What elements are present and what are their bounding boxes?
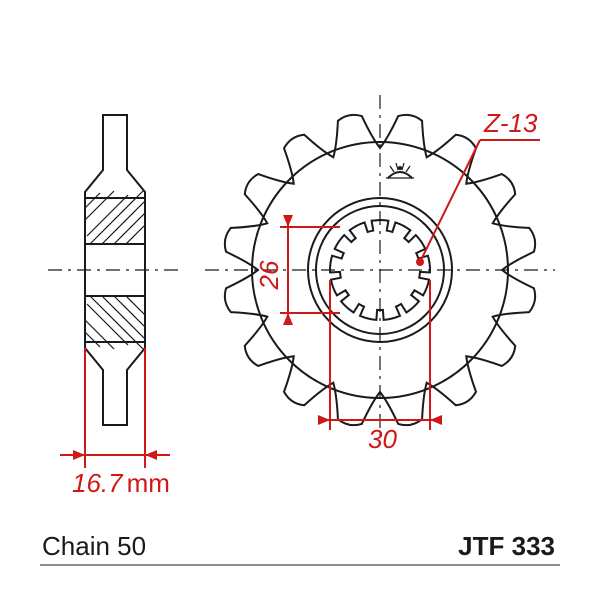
dim-width-unit: mm <box>127 468 170 498</box>
svg-text:16.7mm: 16.7mm <box>72 468 170 498</box>
dim-bore-value: 26 <box>254 260 284 290</box>
side-section-view: 16.7mm <box>48 115 182 498</box>
technical-drawing: 16.7mm Z-13 26 30 <box>0 0 600 600</box>
dim-width-value: 16.7 <box>72 468 124 498</box>
dim-hub-value: 30 <box>368 424 397 454</box>
maker-mark <box>386 163 414 178</box>
chain-label: Chain 50 <box>42 531 146 561</box>
part-number: JTF 333 <box>458 531 555 561</box>
spline-label: Z-13 <box>483 108 538 138</box>
